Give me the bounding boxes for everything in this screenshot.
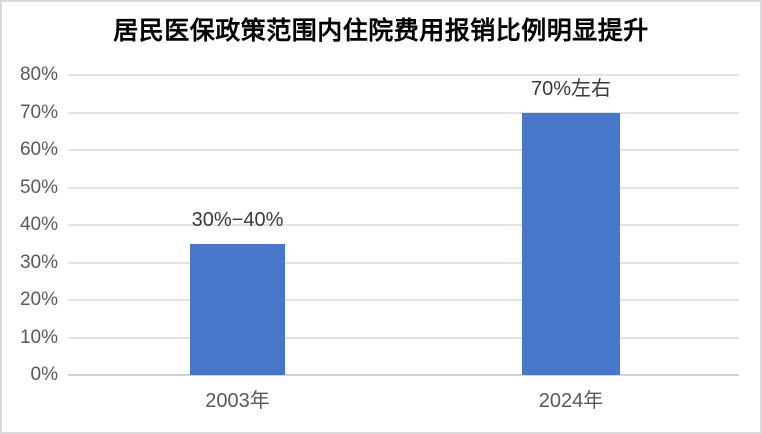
x-axis-label-2003: 2003年 xyxy=(205,390,270,412)
bar-value-label-2024: 70%左右 xyxy=(530,77,612,100)
bar-group-2003: 30%−40% 2003年 xyxy=(190,75,285,412)
chart-title: 居民医保政策范围内住院费用报销比例明显提升 xyxy=(113,17,649,45)
y-axis-tick-label: 60% xyxy=(19,139,58,160)
gridline xyxy=(68,186,739,189)
x-axis-baseline xyxy=(68,374,739,376)
x-axis-label-2024: 2024年 xyxy=(538,390,604,412)
bar-2003 xyxy=(190,243,285,375)
bar-2024 xyxy=(522,112,620,375)
y-axis-tick-label: 40% xyxy=(19,214,58,235)
gridline xyxy=(68,299,739,301)
plot-area: 30%−40% 2003年 70%左右 2024年 xyxy=(68,74,739,412)
gridline-layer xyxy=(68,74,739,376)
y-axis-tick-label: 0% xyxy=(30,364,58,385)
gridline xyxy=(68,111,739,114)
y-axis-tick-label: 30% xyxy=(19,251,58,273)
y-axis-tick-label: 80% xyxy=(19,64,58,85)
y-axis: 0% 10% 20% 30% 40% 50% 60% 70% 80% xyxy=(2,64,58,385)
gridline xyxy=(68,261,739,264)
gridline xyxy=(68,74,739,76)
gridline xyxy=(68,336,739,339)
bar-value-label-2003: 30%−40% xyxy=(191,208,284,231)
gridline xyxy=(68,149,739,151)
y-axis-tick-label: 10% xyxy=(19,326,58,348)
y-axis-tick-label: 70% xyxy=(19,101,58,123)
gridline xyxy=(68,224,739,226)
y-axis-tick-label: 20% xyxy=(19,289,58,310)
bar-group-2024: 70%左右 2024年 xyxy=(522,75,620,412)
y-axis-tick-label: 50% xyxy=(19,176,58,198)
